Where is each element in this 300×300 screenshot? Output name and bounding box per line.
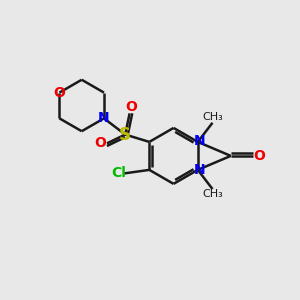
Text: S: S bbox=[119, 125, 131, 143]
Text: N: N bbox=[194, 164, 205, 178]
Text: O: O bbox=[254, 149, 265, 163]
Text: Cl: Cl bbox=[112, 167, 126, 180]
Text: CH₃: CH₃ bbox=[202, 189, 223, 199]
Text: N: N bbox=[98, 111, 110, 125]
Text: O: O bbox=[94, 136, 106, 150]
Text: O: O bbox=[53, 85, 65, 100]
Text: N: N bbox=[194, 134, 205, 148]
Text: O: O bbox=[125, 100, 137, 114]
Text: CH₃: CH₃ bbox=[202, 112, 223, 122]
